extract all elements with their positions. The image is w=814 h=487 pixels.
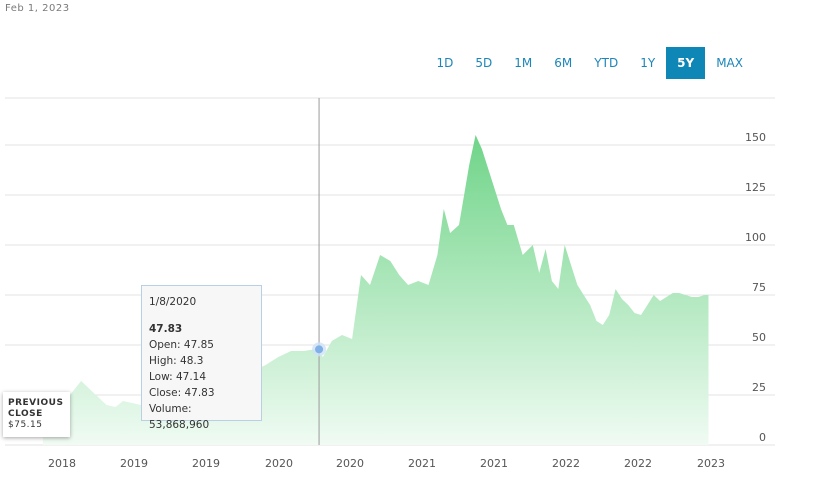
x-tick-label: 2020: [336, 457, 364, 470]
x-axis: 2018 2019 2019 2020 2020 2021 2021 2022 2022 2023: [48, 457, 725, 470]
range-selector: 1D 5D 1M 6M YTD 1Y 5Y MAX: [426, 47, 754, 79]
y-tick-label: 125: [745, 181, 766, 194]
price-area: [42, 135, 709, 445]
x-tick-label: 2023: [697, 457, 725, 470]
range-button-max[interactable]: MAX: [716, 56, 743, 70]
tooltip-volume: Volume: 53,868,960: [149, 403, 210, 431]
tooltip-close: Close: 47.83: [149, 387, 215, 399]
x-tick-label: 2020: [265, 457, 293, 470]
x-tick-label: 2022: [624, 457, 652, 470]
y-tick-label: 50: [752, 331, 766, 344]
y-tick-label: 25: [752, 381, 766, 394]
y-tick-label: 0: [759, 431, 766, 444]
y-axis: 0 25 50 75 100 125 150: [745, 131, 766, 444]
x-tick-label: 2021: [408, 457, 436, 470]
range-button-1y[interactable]: 1Y: [640, 56, 656, 70]
range-button-5y[interactable]: 5Y: [666, 47, 706, 79]
previous-close-badge: PREVIOUS CLOSE $75.15: [3, 392, 70, 437]
y-tick-label: 150: [745, 131, 766, 144]
tooltip-low: Low: 47.14: [149, 371, 207, 383]
x-tick-label: 2019: [192, 457, 220, 470]
x-tick-label: 2021: [480, 457, 508, 470]
previous-close-title-2: CLOSE: [8, 409, 43, 419]
y-tick-label: 75: [752, 281, 766, 294]
range-button-ytd[interactable]: YTD: [594, 56, 619, 70]
tooltip-open: Open: 47.85: [149, 339, 214, 351]
y-tick-label: 100: [745, 231, 766, 244]
x-tick-label: 2018: [48, 457, 76, 470]
cursor-dot: [315, 345, 324, 354]
tooltip-price: 47.83: [149, 323, 183, 335]
range-button-1d[interactable]: 1D: [436, 56, 454, 70]
price-tooltip: 1/8/2020 47.83 Open: 47.85 High: 48.3 Lo…: [141, 285, 262, 431]
previous-close-value: $75.15: [8, 420, 43, 430]
tooltip-high: High: 48.3: [149, 355, 204, 367]
x-tick-label: 2019: [120, 457, 148, 470]
date-label: Feb 1, 2023: [5, 3, 70, 14]
x-tick-label: 2022: [552, 457, 580, 470]
range-button-5d[interactable]: 5D: [475, 56, 493, 70]
range-button-6m[interactable]: 6M: [554, 56, 573, 70]
range-button-1m[interactable]: 1M: [514, 56, 533, 70]
previous-close-title-1: PREVIOUS: [8, 398, 64, 408]
tooltip-date: 1/8/2020: [149, 296, 197, 308]
